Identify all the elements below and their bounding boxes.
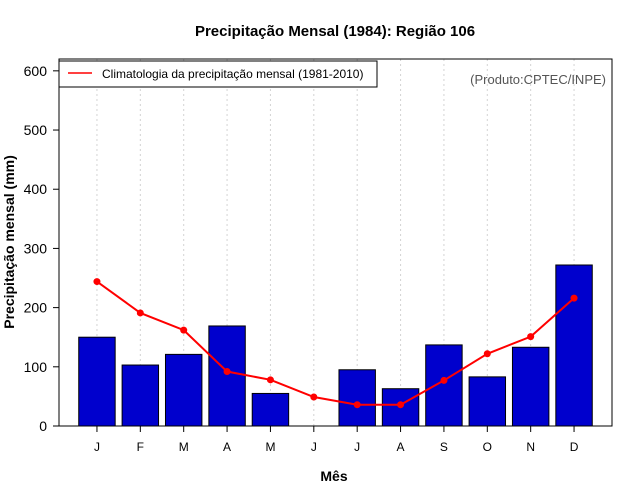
bar-month-2: [121, 364, 160, 427]
x-tick-label-9: S: [440, 440, 448, 454]
x-tick-label-2: F: [137, 440, 144, 454]
climatology-point-4: [223, 368, 231, 376]
y-axis-label: Precipitação mensal (mm): [1, 155, 17, 329]
x-tick-label-12: D: [570, 440, 579, 454]
x-tick-label-1: J: [94, 440, 100, 454]
bar-month-1: [78, 336, 116, 427]
climatology-polyline: [96, 280, 575, 406]
bar-month-12: [555, 264, 593, 427]
climatology-point-1: [93, 278, 101, 286]
climatology-point-8: [397, 401, 405, 409]
x-tick-label-11: N: [526, 440, 535, 454]
y-tick-label-400: 400: [24, 181, 48, 197]
bars: [78, 264, 593, 427]
x-tick-label-8: A: [397, 440, 405, 454]
x-tick-label-10: O: [483, 440, 492, 454]
climatology-point-6: [310, 393, 318, 401]
climatology-point-11: [527, 333, 535, 341]
bar-month-5: [251, 392, 290, 427]
climatology-point-10: [483, 350, 491, 358]
y-tick-label-100: 100: [24, 359, 48, 375]
climatology-point-5: [266, 376, 274, 384]
climatology-point-2: [136, 309, 144, 317]
legend-entry-climatology: Climatologia da precipitação mensal (198…: [102, 67, 363, 81]
x-tick-label-5: M: [265, 440, 275, 454]
legend: Climatologia da precipitação mensal (198…: [58, 60, 378, 88]
climatology-point-9: [440, 376, 448, 384]
chart-title: Precipitação Mensal (1984): Região 106: [195, 23, 475, 40]
y-tick-label-200: 200: [24, 300, 48, 316]
bar-month-11: [511, 346, 550, 427]
bar-month-10: [468, 376, 507, 427]
plot-frame: [58, 58, 613, 427]
x-axis-label: Mês: [320, 468, 347, 484]
y-tick-label-0: 0: [39, 418, 47, 434]
y-tick-label-300: 300: [24, 240, 48, 256]
x-tick-label-7: J: [354, 440, 360, 454]
climatology-point-7: [353, 401, 361, 409]
climatology-point-3: [180, 326, 188, 334]
bar-month-7: [338, 369, 376, 427]
x-tick-label-3: M: [179, 440, 189, 454]
credit-annotation: (Produto:CPTEC/INPE): [470, 72, 606, 87]
legend-box: [58, 60, 378, 88]
axes: 0 100 200 300 400 500 600 J F M A M J J A S O N D: [24, 58, 613, 454]
bar-month-9: [425, 344, 463, 427]
y-tick-label-600: 600: [24, 63, 48, 79]
climatology-point-12: [570, 294, 578, 302]
y-tick-label-500: 500: [24, 122, 48, 138]
bar-month-3: [164, 353, 203, 427]
climatology-line: [93, 278, 578, 409]
x-tick-label-4: A: [223, 440, 231, 454]
x-tick-label-6: J: [311, 440, 317, 454]
bar-month-4: [208, 325, 246, 427]
